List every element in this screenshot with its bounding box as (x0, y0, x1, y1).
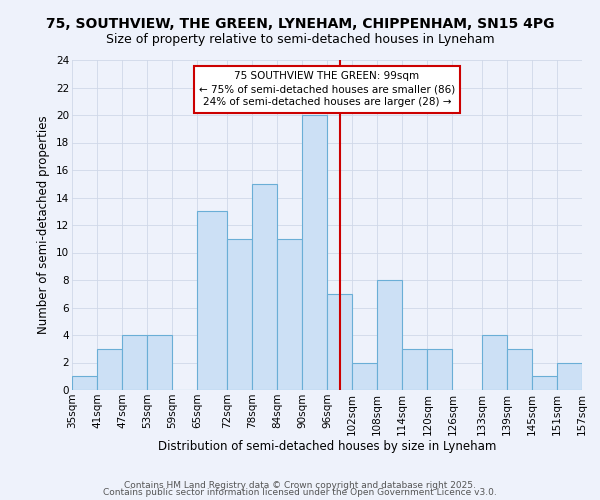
Bar (352, 362, 377, 390)
Bar (147, 335, 172, 390)
Bar (252, 184, 277, 390)
Bar (557, 362, 582, 390)
Text: Contains HM Land Registry data © Crown copyright and database right 2025.: Contains HM Land Registry data © Crown c… (124, 480, 476, 490)
Text: Size of property relative to semi-detached houses in Lyneham: Size of property relative to semi-detach… (106, 32, 494, 46)
Bar (277, 239, 302, 390)
Bar (122, 335, 147, 390)
Text: Contains public sector information licensed under the Open Government Licence v3: Contains public sector information licen… (103, 488, 497, 497)
Text: 75, SOUTHVIEW, THE GREEN, LYNEHAM, CHIPPENHAM, SN15 4PG: 75, SOUTHVIEW, THE GREEN, LYNEHAM, CHIPP… (46, 18, 554, 32)
Bar (72, 376, 97, 390)
Bar (377, 280, 402, 390)
Text: 75 SOUTHVIEW THE GREEN: 99sqm
← 75% of semi-detached houses are smaller (86)
24%: 75 SOUTHVIEW THE GREEN: 99sqm ← 75% of s… (199, 71, 455, 108)
Bar (482, 335, 507, 390)
Bar (327, 294, 352, 390)
Bar (97, 349, 122, 390)
X-axis label: Distribution of semi-detached houses by size in Lyneham: Distribution of semi-detached houses by … (158, 440, 496, 454)
Bar (302, 115, 327, 390)
Bar (197, 211, 227, 390)
Bar (227, 239, 252, 390)
Bar (507, 349, 532, 390)
Y-axis label: Number of semi-detached properties: Number of semi-detached properties (37, 116, 50, 334)
Bar (532, 376, 557, 390)
Bar (402, 349, 427, 390)
Bar (427, 349, 452, 390)
